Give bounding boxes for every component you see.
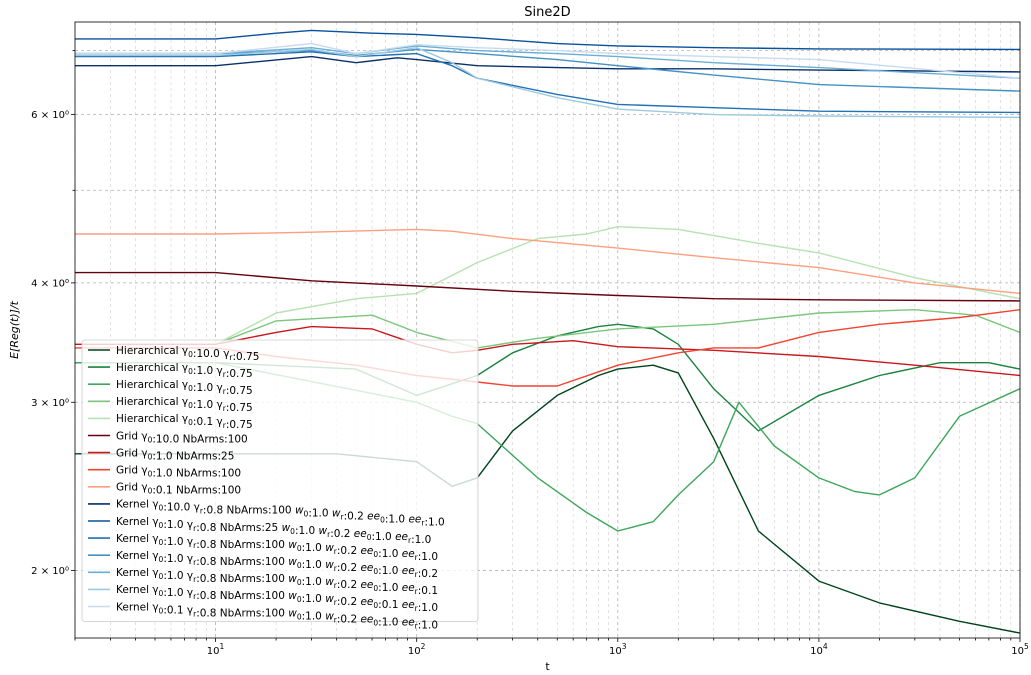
- legend-entry: Kernel γ0:1.0 γr:0.8 NbArms:100 w0:1.0 w…: [116, 567, 438, 597]
- x-tick-label: 101: [207, 642, 225, 657]
- legend-entry: Kernel γ0:1.0 γr:0.8 NbArms:25 w0:1.0 wr…: [116, 516, 431, 546]
- plot-frame: [74, 21, 1021, 639]
- legend-entry: Kernel γ0:0.1 γr:0.8 NbArms:100 w0:1.0 w…: [116, 601, 438, 631]
- series-line-16: [75, 42, 1021, 79]
- grid: [74, 22, 1021, 638]
- x-tick-label: 104: [810, 642, 828, 657]
- series-line-4: [75, 309, 1021, 349]
- legend-entry: Grid γ0:0.1 NbArms:100: [116, 482, 241, 497]
- axis-ticks: 101 102 103 104 105 2 × 10⁰ 3 × 10⁰ 4 × 10⁰ 6 × …: [31, 50, 1029, 657]
- y-tick-label: 2 × 10⁰: [31, 566, 69, 577]
- legend-entry: Kernel γ0:10.0 γr:0.8 NbArms:100 w0:1.0 …: [116, 499, 445, 529]
- y-tick-label: 3 × 10⁰: [31, 398, 69, 409]
- chart-title: Sine2D: [524, 5, 570, 20]
- series-lines: [75, 29, 1021, 634]
- legend-entry: Hierarchical γ0:1.0 γr:0.75: [116, 362, 253, 380]
- series-line-14: [75, 45, 1021, 79]
- series-line-15: [75, 47, 1021, 119]
- legend-box: [81, 339, 479, 623]
- legend-entry: Hierarchical γ0:1.0 γr:0.75: [116, 379, 253, 397]
- x-tick-label: 102: [408, 642, 426, 657]
- series-line-5: [75, 225, 1021, 345]
- series-line-12: [75, 51, 1021, 114]
- legend-entry: Grid γ0:10.0 NbArms:100: [116, 430, 248, 445]
- x-tick-label: 103: [609, 642, 627, 657]
- x-axis-label: t: [545, 660, 550, 673]
- series-line-11: [75, 29, 1021, 51]
- legend-entry: Hierarchical γ0:10.0 γr:0.75: [116, 345, 259, 363]
- y-tick-label: 4 × 10⁰: [31, 278, 69, 289]
- legend-entry: Grid γ0:1.0 NbArms:100: [116, 465, 241, 480]
- series-line-6: [75, 271, 1021, 302]
- legend-entry: Hierarchical γ0:0.1 γr:0.75: [116, 413, 253, 431]
- legend-entry: Kernel γ0:1.0 γr:0.8 NbArms:100 w0:1.0 w…: [116, 533, 438, 563]
- legend-entry: Hierarchical γ0:1.0 γr:0.75: [116, 396, 253, 414]
- legend-entry: Grid γ0:1.0 NbArms:25: [116, 447, 234, 462]
- legend-entry: Kernel γ0:1.0 γr:0.8 NbArms:100 w0:1.0 w…: [116, 550, 438, 580]
- series-line-9: [75, 228, 1021, 295]
- legend-entry: Kernel γ0:1.0 γr:0.8 NbArms:100 w0:1.0 w…: [116, 584, 438, 614]
- legend: Hierarchical γ0:10.0 γr:0.75Hierarchical…: [81, 339, 479, 631]
- y-axis-label: E[Reg(t)]/t: [8, 300, 21, 359]
- series-line-10: [75, 55, 1021, 73]
- x-tick-label: 105: [1011, 642, 1029, 657]
- y-tick-label: 6 × 10⁰: [31, 110, 69, 121]
